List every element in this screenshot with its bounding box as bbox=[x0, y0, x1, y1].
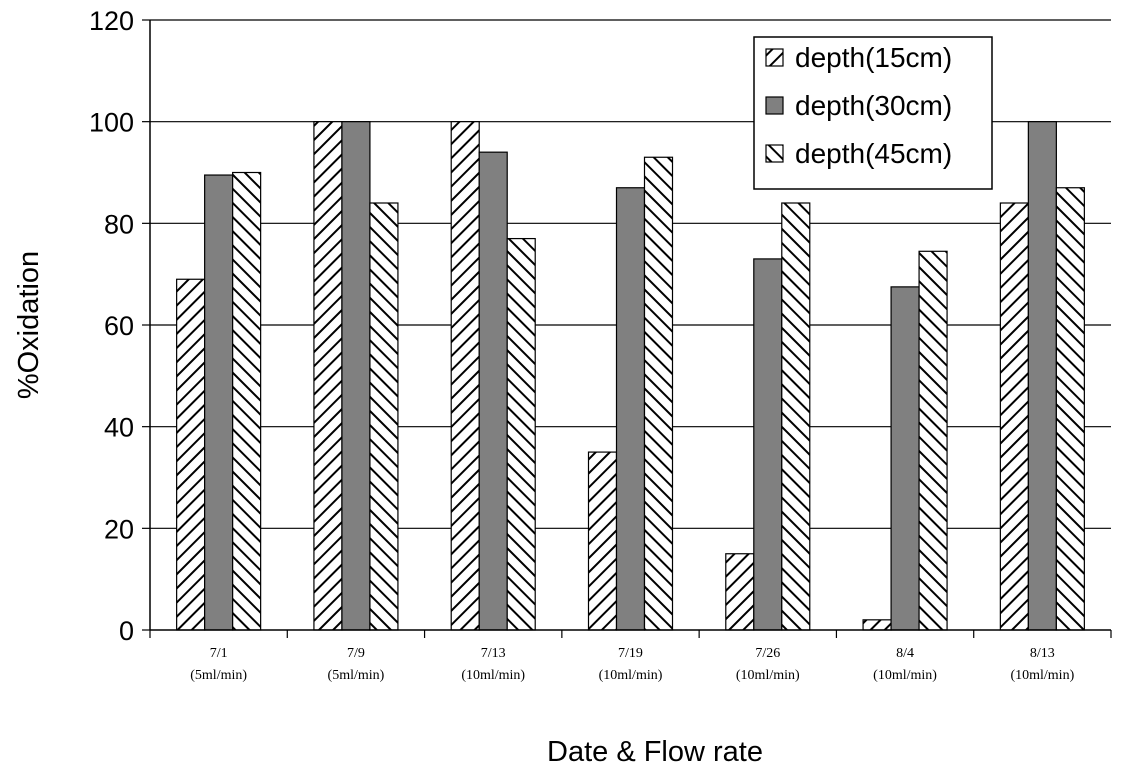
bar bbox=[341, 121, 371, 631]
legend-swatch bbox=[765, 96, 784, 115]
x-tick-label: (10ml/min) bbox=[461, 668, 525, 683]
y-tick-label: 20 bbox=[104, 514, 134, 544]
x-tick-label: 7/1 bbox=[210, 646, 228, 661]
bar bbox=[615, 187, 646, 631]
bar bbox=[918, 250, 948, 631]
legend-label: depth(30cm) bbox=[795, 90, 952, 121]
axis-labels: 0 20 40 60 80 100 120 7/1 (5ml/min) 7/9 (5ml/min) 7… bbox=[89, 6, 1075, 683]
bar bbox=[313, 121, 343, 631]
bars bbox=[176, 121, 1085, 631]
y-tick-label: 60 bbox=[104, 311, 134, 341]
legend-label: depth(15cm) bbox=[795, 42, 952, 73]
bar bbox=[753, 258, 783, 631]
axes bbox=[142, 19, 1112, 638]
bar bbox=[176, 278, 206, 631]
x-tick-label: 7/13 bbox=[481, 646, 506, 661]
bar bbox=[890, 286, 920, 631]
x-tick-label: 7/19 bbox=[618, 646, 643, 661]
bar bbox=[1055, 187, 1085, 631]
bar bbox=[999, 202, 1029, 631]
x-tick-label: (5ml/min) bbox=[190, 668, 247, 683]
bar bbox=[450, 121, 480, 631]
bar bbox=[725, 553, 755, 631]
x-tick-label: (10ml/min) bbox=[1010, 668, 1074, 683]
y-tick-label: 120 bbox=[89, 6, 134, 36]
x-tick-label: (5ml/min) bbox=[328, 668, 385, 683]
bar bbox=[232, 171, 262, 631]
bar bbox=[862, 619, 892, 631]
x-tick-label: 8/4 bbox=[896, 646, 914, 661]
y-tick-label: 100 bbox=[89, 108, 134, 138]
x-tick-label: (10ml/min) bbox=[599, 668, 663, 683]
x-tick-label: 8/13 bbox=[1030, 646, 1055, 661]
bar bbox=[369, 202, 399, 631]
x-tick-label: (10ml/min) bbox=[736, 668, 800, 683]
x-tick-label: 7/9 bbox=[347, 646, 365, 661]
y-axis-title: %Oxidation bbox=[13, 251, 45, 399]
bar bbox=[204, 174, 234, 631]
y-tick-label: 0 bbox=[119, 616, 134, 646]
legend-box bbox=[753, 36, 993, 190]
y-tick-label: 80 bbox=[104, 209, 134, 239]
bar bbox=[478, 151, 508, 631]
bar bbox=[643, 156, 674, 631]
legend-swatch bbox=[765, 48, 784, 67]
legend: depth(15cm) depth(30cm) depth(45cm) bbox=[753, 36, 993, 190]
bar bbox=[587, 451, 618, 631]
y-tick-label: 40 bbox=[104, 413, 134, 443]
legend-swatch bbox=[765, 144, 784, 163]
bar bbox=[1027, 121, 1057, 631]
x-tick-label: (10ml/min) bbox=[873, 668, 937, 683]
bar bbox=[781, 202, 811, 631]
legend-label: depth(45cm) bbox=[795, 138, 952, 169]
x-axis-title: Date & Flow rate bbox=[547, 736, 763, 768]
x-tick-label: 7/26 bbox=[755, 646, 780, 661]
bar bbox=[506, 237, 536, 631]
